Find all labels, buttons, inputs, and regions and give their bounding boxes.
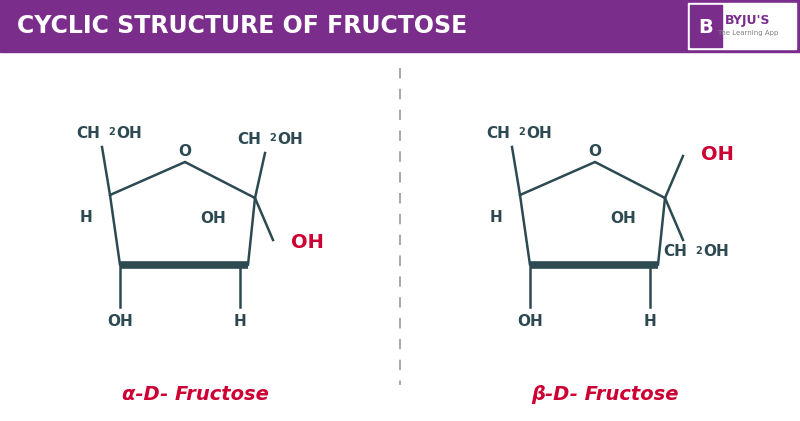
Bar	[688, 3, 796, 49]
Text: H: H	[490, 210, 502, 224]
Text: OH: OH	[526, 125, 552, 141]
Text: OH: OH	[277, 131, 302, 147]
Text: The Learning App: The Learning App	[718, 30, 778, 36]
Text: OH: OH	[107, 314, 133, 330]
Text: α-D- Fructose: α-D- Fructose	[122, 386, 269, 405]
Text: OH: OH	[610, 210, 636, 226]
Text: CH: CH	[76, 125, 100, 141]
Text: β-D- Fructose: β-D- Fructose	[531, 386, 678, 405]
Text: H: H	[644, 314, 656, 330]
Text: OH: OH	[701, 144, 734, 163]
Text: OH: OH	[703, 245, 729, 259]
Text: H: H	[234, 314, 246, 330]
Text: OH: OH	[517, 314, 543, 330]
Text: OH: OH	[200, 210, 226, 226]
Text: CYCLIC STRUCTURE OF FRUCTOSE: CYCLIC STRUCTURE OF FRUCTOSE	[17, 14, 467, 38]
Text: OH: OH	[291, 232, 324, 251]
Bar	[690, 5, 722, 47]
Text: OH: OH	[116, 125, 142, 141]
Text: B: B	[698, 18, 714, 37]
Text: 2: 2	[108, 127, 114, 137]
Text: BYJU'S: BYJU'S	[726, 13, 770, 27]
Bar	[0, 0, 800, 52]
Text: CH: CH	[237, 131, 261, 147]
Text: 2: 2	[695, 246, 702, 256]
Text: 2: 2	[518, 127, 525, 137]
Text: CH: CH	[486, 125, 510, 141]
Text: O: O	[589, 144, 602, 158]
Text: CH: CH	[663, 245, 687, 259]
Text: H: H	[80, 210, 92, 224]
Text: O: O	[178, 144, 191, 158]
Text: 2: 2	[269, 133, 276, 143]
